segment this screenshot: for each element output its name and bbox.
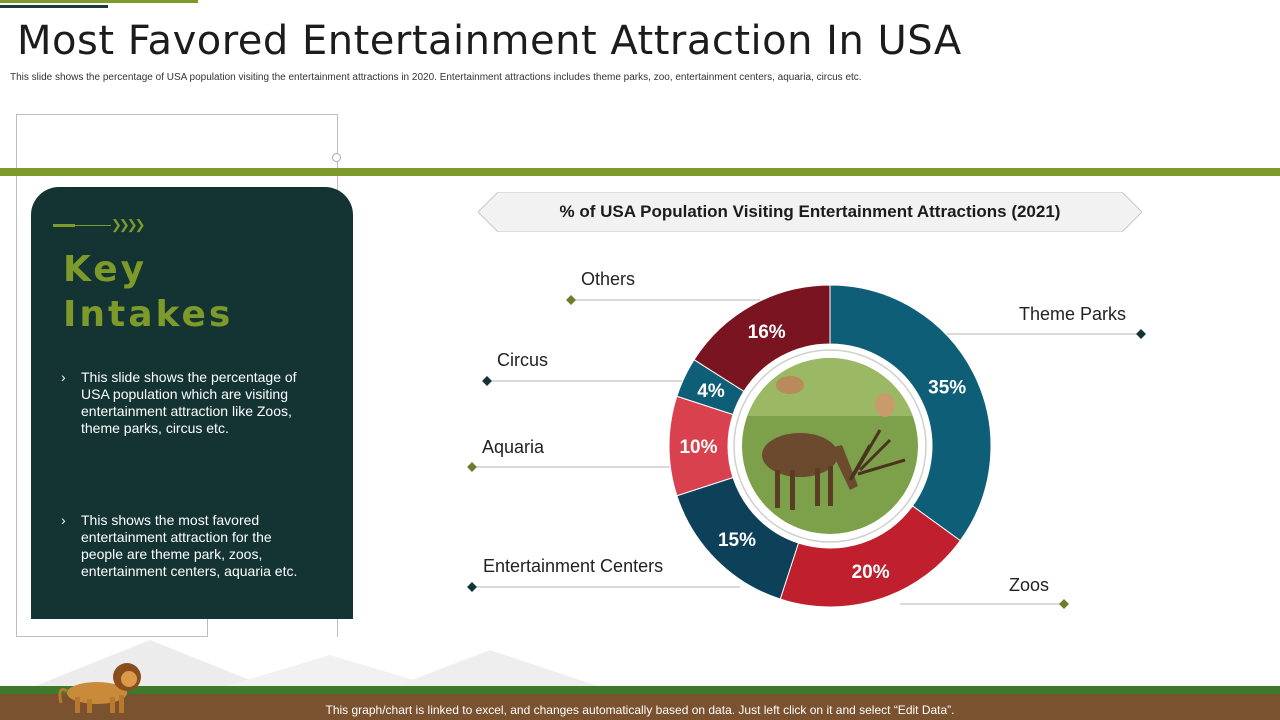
category-label: Theme Parks: [1019, 304, 1127, 324]
data-label: 15%: [718, 530, 756, 551]
outline-frame-edge: [207, 618, 208, 637]
bullet-chevron-icon: ›: [61, 512, 66, 528]
lion-icon: [58, 663, 141, 713]
category-label: Entertainment Centers: [483, 556, 664, 576]
data-label: 35%: [928, 377, 966, 398]
category-label: Circus: [497, 350, 549, 370]
chart-title: % of USA Population Visiting Entertainme…: [559, 202, 1061, 221]
outline-frame-dot: [332, 153, 341, 162]
percentage-labels: 35% 20% 15% 10% 4% 16%: [679, 322, 966, 583]
leader-marker-icon: [482, 376, 492, 386]
leader-marker-icon: [467, 462, 477, 472]
leader-marker-icon: [1136, 329, 1146, 339]
top-accent-green: [0, 0, 198, 3]
panel-bullet: › This slide shows the percentage of USA…: [61, 369, 311, 437]
bullet-text: This shows the most favored entertainmen…: [81, 512, 298, 579]
panel-bullet: › This shows the most favored entertainm…: [61, 512, 311, 580]
category-label: Zoos: [1009, 575, 1050, 595]
panel-heading: Key Intakes: [63, 247, 233, 337]
slice-entertainment-centers: [676, 476, 800, 600]
leader-marker-icon: [566, 295, 576, 305]
chart-title-banner: [478, 192, 1142, 232]
panel-heading-line1: Key: [63, 249, 148, 290]
footer-note: This graph/chart is linked to excel, and…: [325, 703, 955, 717]
data-label: 10%: [679, 437, 717, 458]
category-label: Others: [581, 269, 636, 289]
chart-slices: [668, 284, 992, 608]
panel-decor-thin-line: [75, 225, 111, 226]
ground-strip: [0, 690, 1280, 720]
bullet-chevron-icon: ›: [61, 369, 66, 385]
data-label: 20%: [852, 562, 890, 583]
slice-theme-parks: [829, 284, 992, 542]
slice-others: [693, 284, 831, 393]
page-subtitle: This slide shows the percentage of USA p…: [10, 72, 862, 83]
slice-aquaria: [668, 395, 734, 497]
category-label: Aquaria: [482, 437, 545, 457]
outline-frame-bottom: [16, 636, 207, 637]
grass-strip: [0, 686, 1280, 694]
donut-hole-ring: [733, 349, 927, 543]
top-accent-dark: [0, 5, 108, 8]
green-divider-band: [0, 168, 1280, 176]
key-intakes-panel: ❯❯❯❯ Key Intakes › This slide shows the …: [31, 187, 353, 619]
panel-decor-arrows-icon: ❯❯❯❯: [111, 217, 146, 232]
leader-marker-icon: [467, 582, 477, 592]
slice-circus: [676, 359, 745, 416]
panel-heading-line2: Intakes: [63, 294, 234, 335]
data-label: 4%: [697, 381, 725, 402]
slice-zoos: [779, 505, 961, 608]
bullet-text: This slide shows the percentage of USA p…: [81, 369, 297, 436]
data-label: 16%: [748, 322, 786, 343]
leader-marker-icon: [1059, 599, 1069, 609]
page-title: Most Favored Entertainment Attraction In…: [17, 18, 962, 64]
deer-photo-icon: [742, 358, 918, 534]
panel-decor-line: [53, 224, 75, 227]
donut-hole: [728, 344, 932, 548]
